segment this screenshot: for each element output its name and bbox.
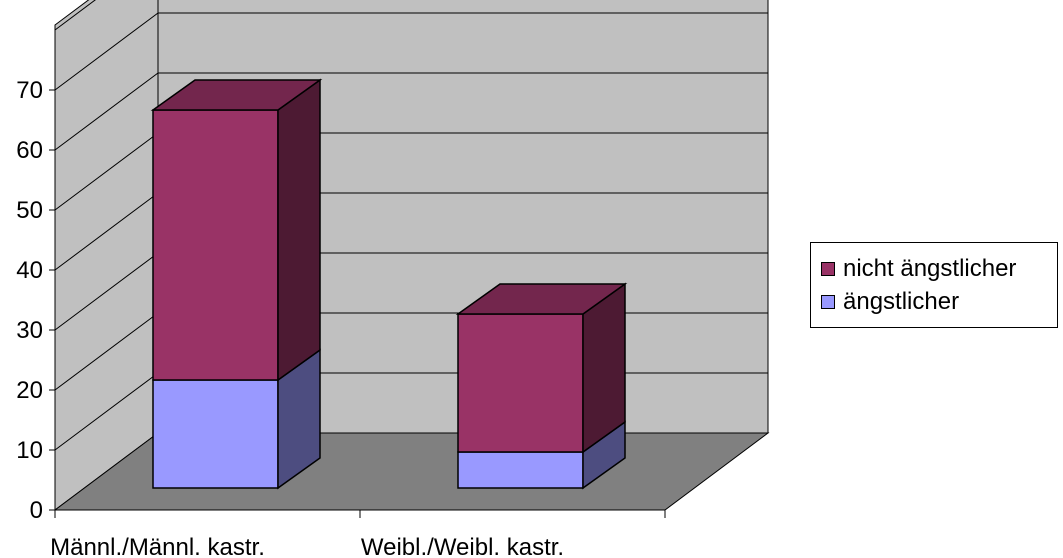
bar-front-face — [152, 379, 279, 489]
bar-front-face — [457, 313, 584, 453]
gridline-side — [54, 312, 159, 391]
bar-front-face — [457, 451, 584, 489]
gridline-side — [54, 12, 159, 91]
y-tick-label: 70 — [16, 77, 43, 104]
legend-label-nicht-aengstlicher: nicht ängstlicher — [843, 255, 1017, 282]
x-category-label: Männl./Männl. kastr. — [50, 534, 265, 558]
gridline-side — [54, 0, 96, 31]
side-wall — [54, 0, 159, 511]
y-tick-label: 50 — [16, 197, 43, 224]
y-tick-label: 30 — [16, 317, 43, 344]
gridline-side — [54, 372, 159, 451]
legend-item-nicht-aengstlicher: nicht ängstlicher — [821, 254, 1016, 284]
bar-segment-1-0 — [150, 78, 323, 382]
gridline-side — [54, 252, 159, 331]
x-category-label: Weibl./Weibl. kastr. — [361, 534, 564, 558]
gridline-side — [54, 192, 159, 271]
y-axis-tick-labels: 0 10 20 30 40 50 60 70 — [16, 77, 43, 524]
gridline-side — [54, 72, 159, 151]
y-tick-label: 10 — [16, 437, 43, 464]
bar-front-face — [152, 109, 279, 381]
gridline-side — [54, 132, 159, 211]
y-tick-label: 60 — [16, 137, 43, 164]
bar-top-face — [150, 79, 323, 111]
bar-segment-0-0 — [152, 348, 321, 490]
legend-swatch-nicht-aengstlicher — [821, 262, 835, 276]
chart-legend: nicht ängstlicher ängstlicher — [810, 242, 1058, 328]
bar-top-face — [455, 283, 628, 315]
bar-segment-1-1 — [455, 282, 628, 454]
y-tick-label: 0 — [30, 497, 43, 524]
bar-side-face — [277, 78, 321, 382]
x-axis-category-labels: Männl./Männl. kastr. Weibl./Weibl. kastr. — [50, 534, 564, 558]
legend-item-aengstlicher: ängstlicher — [821, 287, 959, 317]
y-tick-label: 40 — [16, 257, 43, 284]
chart-axes — [49, 25, 666, 518]
y-tick-label: 20 — [16, 377, 43, 404]
bar-segment-0-1 — [457, 420, 626, 490]
legend-swatch-aengstlicher — [821, 295, 835, 309]
chart-bars — [150, 78, 628, 490]
legend-label-aengstlicher: ängstlicher — [843, 288, 960, 315]
